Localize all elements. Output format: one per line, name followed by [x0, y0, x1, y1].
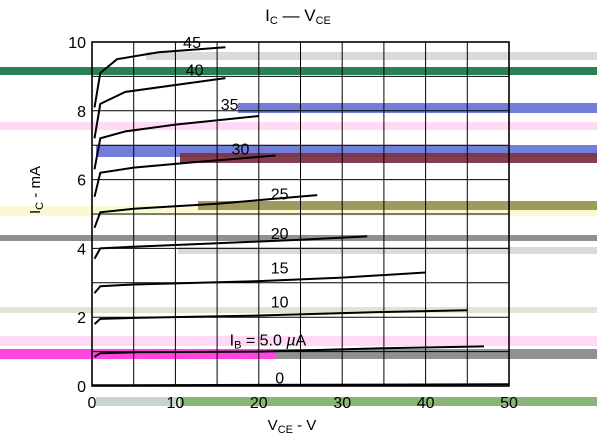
- artifact-stripe-pink: [0, 349, 275, 359]
- curve-ib-30: [93, 154, 276, 198]
- curve-label-15: 15: [271, 260, 289, 277]
- curve-ib-10: [93, 309, 468, 325]
- artifact-stripe-beige: [0, 307, 597, 313]
- curve-ib-45: [93, 46, 226, 108]
- x-tick-label: 30: [333, 395, 351, 412]
- y-axis-label: IC - mA: [27, 166, 46, 214]
- artifact-stripe-green: [0, 67, 597, 75]
- curve-ib-40: [93, 77, 226, 139]
- artifact-stripe-bottom-gray: [96, 397, 179, 406]
- curve-label-ib: IB = 5.0 µA: [230, 333, 307, 352]
- artifact-stripe-lightgray-mid: [178, 247, 597, 254]
- curve-labels: 45 40 35 30 25 20 15 10 IB = 5.0 µA 0: [183, 35, 306, 387]
- y-tick-label: 4: [77, 241, 86, 258]
- y-tick-label: 0: [77, 379, 86, 396]
- artifact-stripe-gray: [0, 235, 597, 241]
- x-tick-labels: 0 10 20 30 40 50: [88, 395, 518, 412]
- curve-label-20: 20: [271, 226, 289, 243]
- artifact-stripe-darkred: [180, 153, 597, 163]
- curve-label-45: 45: [183, 35, 201, 52]
- y-tick-label: 2: [77, 310, 86, 327]
- y-tick-label: 6: [77, 173, 86, 190]
- y-tick-label: 10: [68, 35, 86, 52]
- x-tick-label: 0: [88, 395, 97, 412]
- curve-label-10: 10: [271, 295, 289, 312]
- curve-label-25: 25: [271, 186, 289, 203]
- curve-ib-20: [93, 235, 368, 260]
- artifact-stripe-olive: [198, 201, 597, 210]
- curve-ib-25: [93, 194, 318, 229]
- curve-ib-15: [93, 271, 426, 294]
- artifact-stripe-yellow: [0, 206, 597, 216]
- curve-label-0: 0: [275, 370, 284, 387]
- curve-label-30: 30: [232, 142, 250, 159]
- curve-label-40: 40: [186, 63, 204, 80]
- artifact-stripe-bottom-green: [180, 397, 597, 406]
- y-tick-label: 8: [77, 104, 86, 121]
- artifact-stripe-blue-1: [238, 103, 597, 113]
- curve-label-35: 35: [221, 97, 239, 114]
- artifact-stripe-lightgray-top: [146, 52, 597, 60]
- artifact-stripe-lightpink-top: [0, 122, 597, 130]
- x-tick-label: 50: [500, 395, 518, 412]
- curve-ib-5: [93, 345, 485, 358]
- x-tick-label: 20: [250, 395, 268, 412]
- y-tick-labels: 0 2 4 6 8 10: [68, 35, 86, 396]
- characteristic-curves: [91, 46, 510, 387]
- artifact-stripe-darkgray-low: [275, 349, 597, 359]
- artifact-layer: [0, 52, 597, 406]
- x-tick-label: 40: [417, 395, 435, 412]
- artifact-stripe-lightpink-low: [0, 336, 597, 346]
- curve-ib-35: [93, 115, 259, 170]
- plot-frame: [91, 41, 510, 387]
- x-axis-label: VCE - V: [268, 417, 317, 436]
- curve-ib-0: [91, 383, 510, 387]
- chart-title: IC — VCE: [265, 6, 331, 27]
- x-tick-label: 10: [167, 395, 185, 412]
